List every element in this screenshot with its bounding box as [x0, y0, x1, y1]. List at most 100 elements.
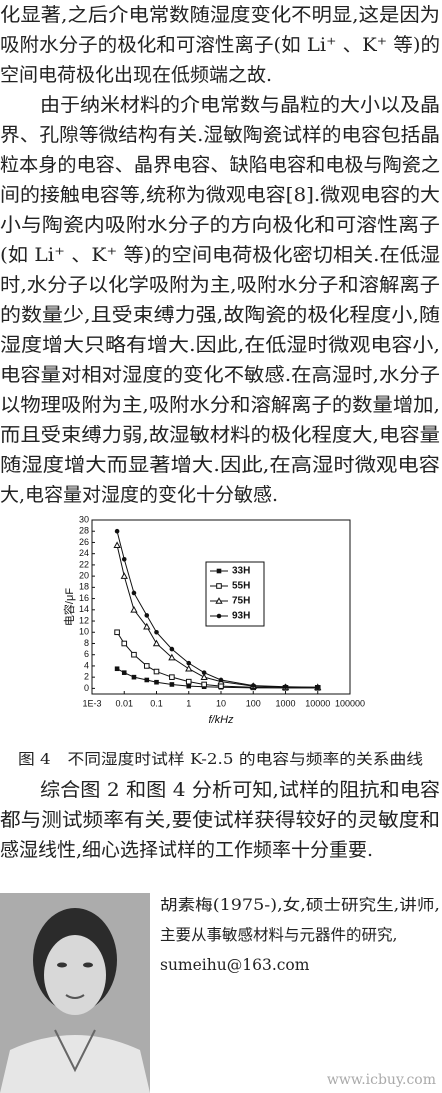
paragraph-line: 随湿度增大而显著增大.因此,在高湿时微观电容	[0, 454, 440, 476]
x-tick-label: 10000	[305, 698, 330, 708]
x-tick-label: 0.1	[150, 698, 163, 708]
data-point	[200, 673, 208, 680]
data-point	[169, 674, 175, 680]
data-point	[216, 568, 222, 574]
paragraph-line: 粒本身的电容、晶界电容、缺陷电容和电极与陶瓷之	[0, 154, 440, 176]
y-tick-label: 2	[84, 672, 89, 682]
data-point	[315, 684, 321, 690]
x-tick-label: 100000	[335, 698, 365, 708]
paragraph-line: 化显著,之后介电常数随湿度变化不明显,这是因为	[0, 4, 440, 26]
data-point	[130, 605, 138, 613]
y-tick-label: 14	[79, 604, 89, 614]
data-point	[114, 528, 120, 534]
data-point	[131, 651, 137, 658]
data-point	[216, 613, 222, 619]
data-point	[143, 622, 151, 630]
data-point	[186, 660, 192, 666]
y-tick-label: 4	[84, 660, 89, 670]
series-line	[116, 545, 318, 688]
paragraph-line: 时,水分子以化学吸附为主,吸附水分子和溶解离子	[0, 274, 440, 296]
legend-label: 55H	[232, 581, 250, 592]
paragraph-line: 的数量少,且受束缚力强,故陶瓷的极化程度小,随	[0, 304, 440, 326]
data-point	[218, 677, 224, 683]
data-point	[152, 639, 161, 647]
legend-label: 75H	[232, 596, 250, 607]
data-point	[154, 629, 159, 635]
data-point	[216, 583, 222, 589]
data-point	[201, 681, 207, 688]
y-tick-label: 26	[79, 537, 89, 547]
data-point	[215, 597, 223, 604]
data-point	[113, 541, 121, 549]
author-bio-line: 胡素梅(1975-),女,硕士研究生,讲师,	[160, 895, 440, 914]
data-point	[131, 674, 137, 680]
x-axis-label: f/kHz	[208, 714, 234, 726]
x-tick-label: 0.01	[115, 698, 133, 708]
series-line	[116, 531, 318, 688]
paragraph-line: 都与测试频率有关,要使试样获得较好的灵敏度和	[0, 809, 440, 831]
paragraph-line: 大,电容量对湿度的变化十分敏感.	[0, 484, 278, 506]
data-point	[185, 664, 193, 672]
paragraph-line: 电容量对相对湿度的变化不敏感.在高湿时,水分子	[0, 364, 440, 386]
y-tick-label: 8	[84, 638, 89, 648]
x-tick-label: 1	[186, 698, 191, 708]
y-tick-label: 10	[79, 627, 89, 637]
data-point	[185, 678, 192, 685]
legend-box	[205, 561, 265, 627]
data-point	[143, 663, 150, 669]
paragraph-line: 界、孔隙等微结构有关.湿敏陶瓷试样的电容包括晶	[0, 124, 440, 146]
y-tick-label: 16	[79, 593, 89, 603]
author-bio-line: 主要从事敏感材料与元器件的研究,	[160, 926, 397, 944]
y-tick-label: 6	[84, 649, 89, 659]
x-tick-label: 10	[216, 698, 226, 708]
data-point	[121, 640, 128, 647]
data-point	[121, 670, 127, 675]
data-point	[169, 682, 175, 687]
paragraph-line: 综合图 2 和图 4 分析可知,试样的阻抗和电容	[40, 779, 440, 801]
paragraph-line: 感湿线性,细心选择试样的工作频率十分重要.	[0, 839, 373, 861]
y-tick-label: 12	[79, 615, 89, 625]
data-point	[218, 683, 224, 689]
y-axis-label: 电容/μF	[62, 588, 76, 626]
paragraph-line: 由于纳米材料的介电常数与晶粒的大小以及晶	[40, 94, 440, 116]
x-tick-label: 1E-3	[82, 698, 101, 708]
data-point	[144, 613, 150, 618]
paragraph-line: 间的接触电容等,统称为微观电容[8].微观电容的大	[0, 184, 440, 206]
y-tick-label: 24	[79, 548, 89, 558]
data-point	[154, 679, 159, 685]
data-point	[283, 684, 288, 690]
data-point	[120, 572, 128, 579]
data-point	[144, 677, 150, 683]
paragraph-line: 湿度增大只略有增大.因此,在低湿时微观电容小,	[0, 334, 440, 356]
y-tick-label: 30	[79, 514, 89, 524]
data-point	[131, 590, 137, 596]
paragraph-line: 而且受束缚力弱,故湿敏材料的极化程度大,电容量	[0, 424, 440, 446]
legend-label: 33H	[232, 566, 250, 577]
x-tick-label: 1000	[275, 698, 295, 708]
data-point	[201, 670, 207, 675]
y-tick-label: 28	[79, 526, 89, 536]
author-photo	[0, 893, 150, 1093]
data-point	[168, 653, 176, 661]
author-bio-line: sumeihu@163.com	[160, 956, 310, 974]
y-tick-label: 22	[79, 559, 89, 569]
data-point	[169, 646, 175, 652]
paragraph-line: 小与陶瓷内吸附水分子的方向极化和可溶性离子	[0, 214, 440, 236]
data-point	[114, 629, 120, 636]
paragraph-line: 以物理吸附为主,吸附水分和溶解离子的数量增加,	[0, 394, 440, 416]
data-point	[186, 683, 192, 689]
data-point	[250, 683, 256, 688]
legend-label: 93H	[232, 611, 250, 622]
y-tick-label: 20	[79, 571, 89, 581]
data-point	[153, 668, 160, 675]
x-tick-label: 100	[246, 698, 261, 708]
paragraph-line: (如 Li⁺ 、K⁺ 等)的空间电荷极化密切相关.在低湿	[0, 244, 440, 266]
watermark: www.icbuy.com	[327, 1072, 436, 1088]
data-point	[114, 666, 120, 672]
figure-caption: 图 4 不同湿度时试样 K-2.5 的电容与频率的关系曲线	[18, 750, 423, 768]
data-point	[121, 556, 127, 562]
paragraph-line: 吸附水分子的极化和可溶性离子(如 Li⁺ 、K⁺ 等)的	[0, 34, 440, 56]
paragraph-line: 空间电荷极化出现在低频端之故.	[0, 64, 272, 86]
